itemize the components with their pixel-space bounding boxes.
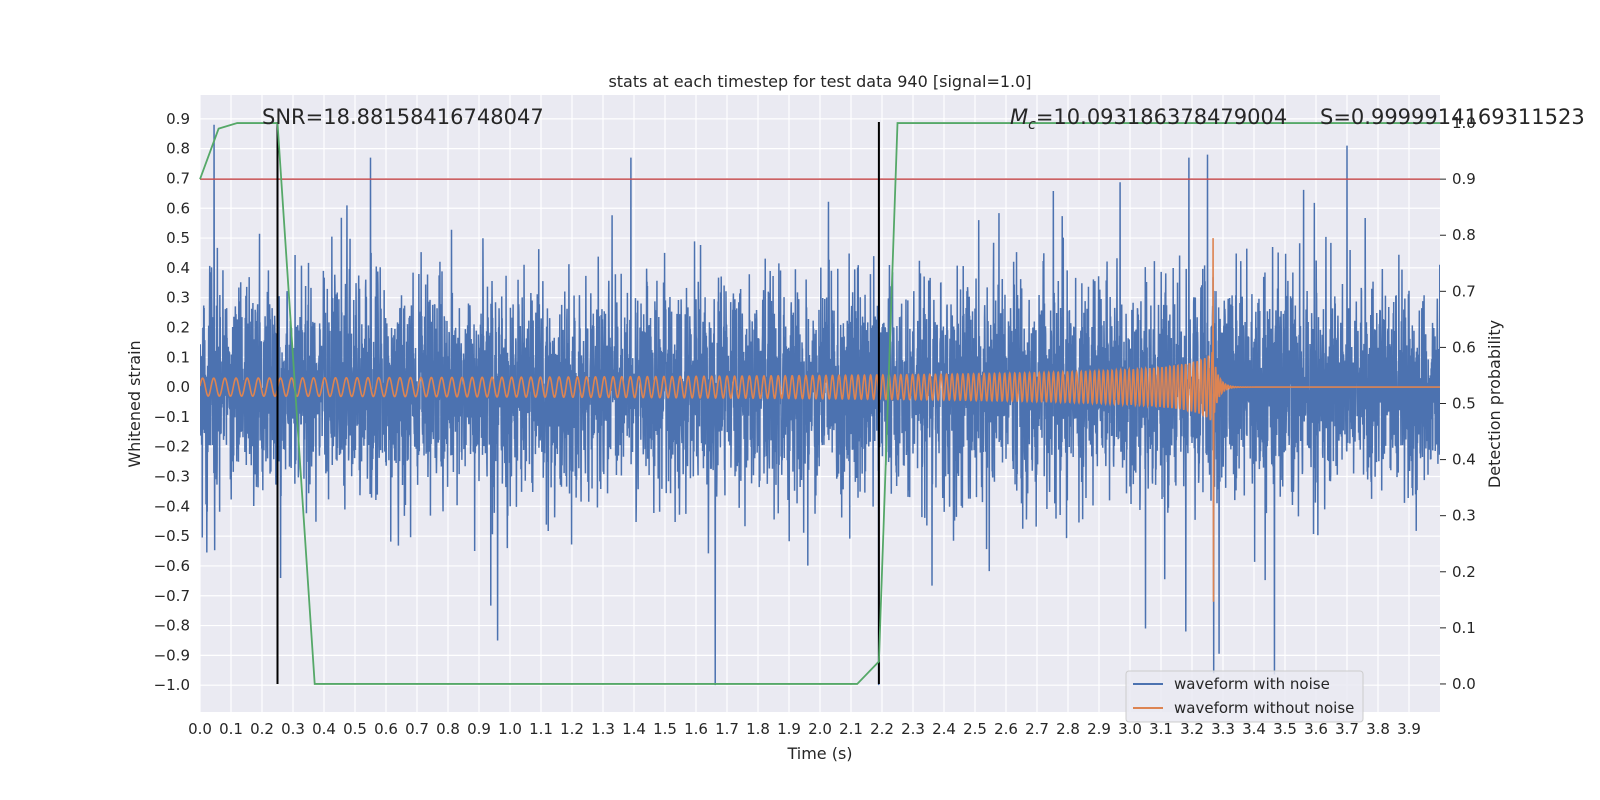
- y-tick-label: 0.2: [166, 318, 190, 336]
- y2-tick-label: 0.0: [1452, 675, 1476, 693]
- y-tick-label: −0.9: [154, 646, 190, 664]
- probability-line: [199, 122, 1440, 685]
- y2-tick-labels: 1.0 0.9 0.8 0.7 0.6 0.5 0.4 0.3 0.2 0.1 0.0: [1440, 114, 1476, 693]
- x-tick-label: 2.1: [839, 720, 863, 738]
- x-tick-label: 0.3: [281, 720, 305, 738]
- x-tick-label: 2.3: [901, 720, 925, 738]
- y-tick-label: −0.6: [154, 557, 190, 575]
- s-annotation: S=0.9999914169311523: [1320, 105, 1585, 129]
- y-tick-label: −0.5: [154, 527, 190, 545]
- x-axis-label: Time (s): [786, 744, 852, 763]
- x-tick-label: 3.2: [1180, 720, 1204, 738]
- x-tick-label: 2.4: [932, 720, 956, 738]
- y2-tick-label: 0.2: [1452, 563, 1476, 581]
- snr-annotation: SNR=18.88158416748047: [262, 105, 544, 129]
- y2-tick-label: 0.7: [1452, 282, 1476, 300]
- x-tick-label: 2.5: [963, 720, 987, 738]
- x-tick-label: 0.2: [250, 720, 274, 738]
- x-tick-label: 0.8: [436, 720, 460, 738]
- y-tick-label: 0.0: [166, 378, 190, 396]
- y2-tick-label: 0.8: [1452, 226, 1476, 244]
- y-tick-label: −1.0: [154, 676, 190, 694]
- mc-symbol: M: [1010, 105, 1028, 129]
- x-tick-label: 3.5: [1273, 720, 1297, 738]
- noise-line: [200, 124, 1440, 686]
- mc-subscript: c: [1028, 117, 1036, 133]
- x-tick-label: 3.7: [1335, 720, 1359, 738]
- y-axis-label: Whitened strain: [125, 340, 144, 467]
- series-detection-probability: [199, 122, 1440, 685]
- x-tick-label: 0.1: [219, 720, 243, 738]
- x-tick-label: 2.9: [1087, 720, 1111, 738]
- series-waveform-without-noise: [200, 238, 1440, 602]
- y2-tick-label: 0.1: [1452, 619, 1476, 637]
- y-tick-label: −0.3: [154, 468, 190, 486]
- y-tick-label: 0.8: [166, 140, 190, 158]
- x-tick-label: 0.0: [188, 720, 212, 738]
- x-tick-label: 0.7: [405, 720, 429, 738]
- y-tick-label: 0.1: [166, 348, 190, 366]
- x-tick-label: 1.0: [498, 720, 522, 738]
- y2-tick-label: 0.3: [1452, 507, 1476, 525]
- x-tick-labels: 0.0 0.1 0.2 0.3 0.4 0.5 0.6 0.7 0.8 0.9 1.0 1.1 1.2 1…: [188, 720, 1421, 738]
- y2-tick-label: 1.0: [1452, 114, 1476, 132]
- x-tick-label: 3.4: [1242, 720, 1266, 738]
- chart-title: stats at each timestep for test data 940…: [608, 72, 1031, 91]
- y-tick-label: −0.7: [154, 587, 190, 605]
- x-tick-label: 3.6: [1304, 720, 1328, 738]
- y-tick-label: 0.6: [166, 199, 190, 217]
- x-tick-label: 2.6: [994, 720, 1018, 738]
- x-tick-label: 2.7: [1025, 720, 1049, 738]
- y-tick-label: −0.8: [154, 617, 190, 635]
- y-tick-label: 0.3: [166, 289, 190, 307]
- mc-value: =10.093186378479004: [1036, 105, 1287, 129]
- x-tick-label: 1.4: [622, 720, 646, 738]
- series-waveform-with-noise: [200, 124, 1440, 686]
- x-tick-label: 1.6: [684, 720, 708, 738]
- x-tick-label: 3.0: [1118, 720, 1142, 738]
- y2-tick-label: 0.9: [1452, 170, 1476, 188]
- y-tick-label: 0.9: [166, 110, 190, 128]
- event-lines: [276, 122, 880, 684]
- x-tick-label: 2.0: [808, 720, 832, 738]
- x-tick-label: 1.2: [560, 720, 584, 738]
- y-tick-label: 0.7: [166, 169, 190, 187]
- x-tick-label: 1.1: [529, 720, 553, 738]
- x-tick-label: 1.9: [777, 720, 801, 738]
- legend: waveform with noise waveform without noi…: [1125, 670, 1364, 723]
- x-tick-label: 0.6: [374, 720, 398, 738]
- x-tick-label: 1.8: [746, 720, 770, 738]
- x-tick-label: 3.3: [1211, 720, 1235, 738]
- x-tick-label: 0.5: [343, 720, 367, 738]
- x-tick-label: 3.9: [1397, 720, 1421, 738]
- clean-line: [200, 238, 1440, 602]
- x-tick-label: 2.8: [1056, 720, 1080, 738]
- x-tick-label: 3.8: [1366, 720, 1390, 738]
- x-tick-label: 3.1: [1149, 720, 1173, 738]
- x-tick-label: 2.2: [870, 720, 894, 738]
- y-tick-label: −0.1: [154, 408, 190, 426]
- y-tick-label: −0.2: [154, 438, 190, 456]
- y2-tick-label: 0.6: [1452, 338, 1476, 356]
- y2-tick-label: 0.4: [1452, 451, 1476, 469]
- y-tick-label: 0.4: [166, 259, 190, 277]
- y2-axis-label: Detection probability: [1485, 320, 1504, 488]
- x-tick-label: 0.4: [312, 720, 336, 738]
- x-tick-label: 1.7: [715, 720, 739, 738]
- y2-tick-label: 0.5: [1452, 395, 1476, 413]
- x-tick-label: 0.9: [467, 720, 491, 738]
- mc-annotation: Mc=10.093186378479004: [1010, 105, 1287, 133]
- y-tick-label: −0.4: [154, 497, 190, 515]
- y-tick-label: 0.5: [166, 229, 190, 247]
- x-tick-label: 1.3: [591, 720, 615, 738]
- x-tick-label: 1.5: [653, 720, 677, 738]
- legend-label-noise: waveform with noise: [1174, 675, 1330, 693]
- legend-label-clean: waveform without noise: [1174, 699, 1354, 717]
- y-tick-labels: 0.9 0.8 0.7 0.6 0.5 0.4 0.3 0.2 0.1 0.0 −0.1 −0.2 −0…: [154, 110, 190, 694]
- legend-box: [1125, 670, 1364, 723]
